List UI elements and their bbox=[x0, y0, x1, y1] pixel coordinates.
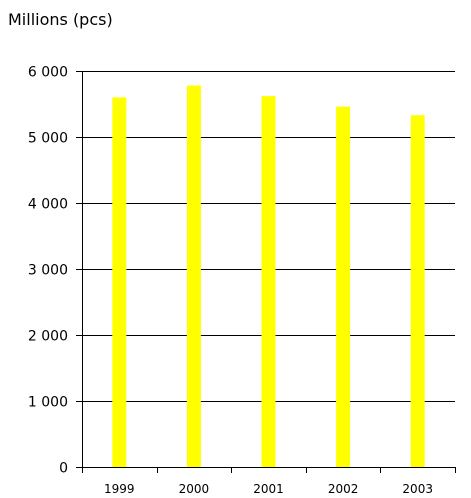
axes bbox=[76, 71, 456, 473]
bar-2003 bbox=[410, 115, 425, 467]
y-tick-label: 2 000 bbox=[28, 329, 68, 345]
bar-2001 bbox=[261, 96, 276, 467]
x-tick-label: 2000 bbox=[179, 482, 210, 496]
bars bbox=[112, 85, 425, 468]
bar-2002 bbox=[336, 106, 351, 467]
x-tick-label: 1999 bbox=[104, 482, 135, 496]
y-tick-label: 4 000 bbox=[28, 197, 68, 213]
bar-2000 bbox=[186, 85, 201, 467]
y-tick-label: 6 000 bbox=[28, 65, 68, 81]
y-tick-label: 1 000 bbox=[28, 395, 68, 411]
x-tick-label: 2002 bbox=[328, 482, 359, 496]
y-tick-label: 3 000 bbox=[28, 263, 68, 279]
y-tick-label: 0 bbox=[59, 461, 68, 477]
x-tick-label: 2001 bbox=[253, 482, 284, 496]
bar-1999 bbox=[112, 97, 127, 468]
y-tick-label: 5 000 bbox=[28, 131, 68, 147]
y-axis-unit-label: Millions (pcs) bbox=[8, 10, 113, 29]
x-tick-label: 2003 bbox=[402, 482, 433, 496]
tick-labels: 0 1 000 2 000 3 000 4 000 5 000 6 000 1999 2000 2… bbox=[28, 65, 433, 497]
